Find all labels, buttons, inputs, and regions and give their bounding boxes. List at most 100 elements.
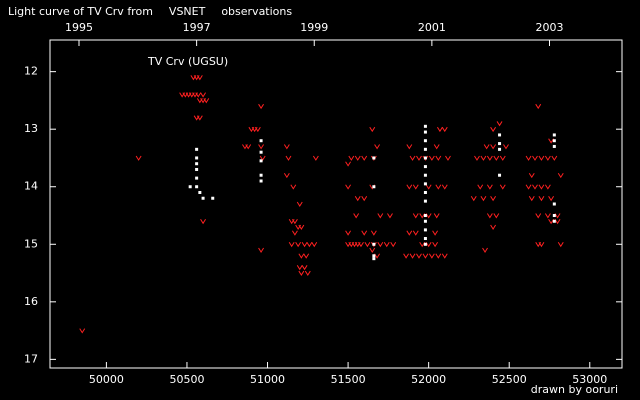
fainter-mark bbox=[295, 242, 302, 248]
observation-dot bbox=[195, 185, 199, 189]
fainter-mark bbox=[406, 230, 413, 236]
observation-dot bbox=[198, 190, 202, 194]
fainter-mark bbox=[345, 184, 352, 190]
x2-tick-label: 2003 bbox=[535, 21, 563, 34]
fainter-mark bbox=[544, 184, 551, 190]
fainter-mark bbox=[428, 155, 435, 161]
fainter-mark bbox=[409, 155, 416, 161]
observation-dot bbox=[188, 185, 192, 189]
observation-dot bbox=[195, 156, 199, 160]
x-tick-label: 52000 bbox=[411, 373, 446, 386]
fainter-mark bbox=[304, 270, 311, 276]
fainter-mark bbox=[364, 242, 371, 248]
fainter-mark bbox=[532, 184, 538, 190]
observation-dot bbox=[372, 156, 376, 160]
fainter-mark bbox=[490, 144, 497, 150]
fainter-mark bbox=[433, 213, 440, 219]
fainter-mark bbox=[283, 144, 290, 150]
observation-dot bbox=[423, 124, 427, 128]
fainter-mark bbox=[496, 121, 503, 127]
observation-dot bbox=[552, 219, 556, 223]
fainter-mark bbox=[493, 213, 500, 219]
x-tick-label: 52500 bbox=[492, 373, 527, 386]
fainter-mark bbox=[412, 213, 419, 219]
fainter-mark bbox=[196, 75, 203, 81]
fainter-mark bbox=[551, 155, 558, 161]
observation-dot bbox=[423, 237, 427, 241]
fainter-mark bbox=[195, 92, 202, 98]
fainter-mark bbox=[291, 218, 298, 225]
fainter-mark bbox=[486, 213, 493, 219]
fainter-mark bbox=[538, 195, 545, 202]
observation-dot bbox=[372, 257, 376, 261]
observation-dot bbox=[423, 214, 427, 218]
chart-title: VSNET bbox=[169, 5, 206, 18]
fainter-mark bbox=[298, 224, 305, 230]
fainter-mark bbox=[416, 253, 422, 259]
fainter-mark bbox=[290, 184, 297, 190]
observation-dot bbox=[259, 179, 263, 183]
observation-dot bbox=[423, 130, 427, 134]
observation-dot bbox=[259, 150, 263, 154]
fainter-mark bbox=[419, 242, 426, 248]
fainter-mark bbox=[370, 230, 377, 236]
fainter-mark bbox=[499, 184, 506, 190]
fainter-mark bbox=[528, 172, 535, 179]
observation-dot bbox=[211, 196, 215, 200]
fainter-mark bbox=[345, 230, 352, 236]
fainter-mark bbox=[258, 247, 265, 253]
fainter-mark bbox=[477, 184, 484, 190]
fainter-mark bbox=[345, 161, 352, 167]
observation-dot bbox=[552, 214, 556, 218]
fainter-mark bbox=[370, 155, 377, 161]
y-tick-label: 15 bbox=[24, 237, 38, 250]
fainter-mark bbox=[490, 195, 497, 202]
fainter-mark bbox=[432, 230, 439, 236]
observation-dot bbox=[552, 133, 556, 137]
fainter-mark bbox=[306, 242, 313, 248]
fainter-mark bbox=[312, 155, 319, 161]
observation-dot bbox=[498, 147, 502, 151]
fainter-mark bbox=[482, 247, 488, 253]
observation-dot bbox=[195, 162, 199, 166]
observation-dot bbox=[259, 159, 263, 163]
fainter-mark bbox=[548, 138, 555, 144]
fainter-mark bbox=[377, 242, 384, 248]
fainter-mark bbox=[422, 253, 429, 259]
fainter-mark bbox=[354, 155, 361, 161]
observation-dot bbox=[423, 242, 427, 246]
fainter-mark bbox=[369, 247, 376, 253]
fainter-mark bbox=[348, 155, 355, 161]
x2-tick-label: 1995 bbox=[65, 21, 93, 34]
fainter-mark bbox=[419, 213, 426, 219]
fainter-mark bbox=[285, 155, 292, 161]
fainter-mark bbox=[245, 144, 252, 150]
fainter-mark bbox=[374, 144, 381, 150]
observation-dot bbox=[423, 219, 427, 223]
fainter-mark bbox=[406, 184, 413, 190]
fainter-mark bbox=[361, 195, 368, 202]
fainter-mark bbox=[435, 155, 442, 161]
fainter-mark bbox=[425, 242, 432, 248]
fainter-mark bbox=[433, 144, 440, 150]
fainter-mark bbox=[493, 155, 500, 161]
fainter-mark bbox=[369, 126, 376, 133]
fainter-mark bbox=[503, 144, 509, 150]
x2-tick-label: 1999 bbox=[300, 21, 328, 34]
fainter-mark bbox=[554, 213, 561, 219]
observation-dot bbox=[423, 139, 427, 143]
fainter-mark bbox=[374, 253, 381, 259]
fainter-mark bbox=[480, 155, 487, 161]
fainter-mark bbox=[532, 155, 538, 161]
observation-dot bbox=[423, 190, 427, 194]
fainter-mark bbox=[525, 184, 532, 190]
fainter-mark bbox=[258, 103, 265, 110]
fainter-mark bbox=[425, 213, 432, 219]
fainter-mark bbox=[538, 184, 545, 190]
fainter-mark bbox=[301, 242, 308, 248]
fainter-mark bbox=[298, 253, 305, 259]
fainter-mark bbox=[259, 155, 266, 161]
fainter-mark bbox=[370, 242, 377, 248]
fainter-mark bbox=[353, 213, 360, 219]
